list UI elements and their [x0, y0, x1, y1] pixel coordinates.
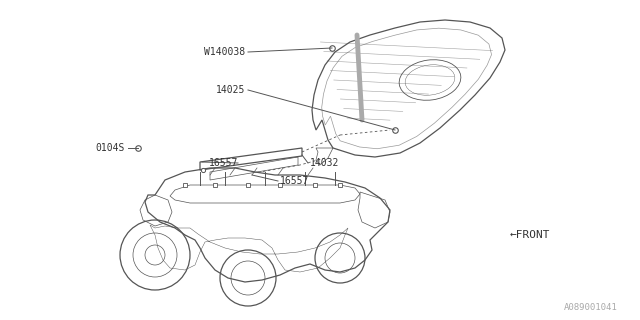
Text: 0104S: 0104S: [95, 143, 125, 153]
Text: 14025: 14025: [216, 85, 245, 95]
Text: 16557: 16557: [209, 158, 238, 168]
Text: W140038: W140038: [204, 47, 245, 57]
Text: 16557: 16557: [280, 176, 309, 186]
Text: ←FRONT: ←FRONT: [510, 230, 550, 240]
Text: A089001041: A089001041: [564, 303, 618, 313]
Text: 14032: 14032: [310, 158, 339, 168]
